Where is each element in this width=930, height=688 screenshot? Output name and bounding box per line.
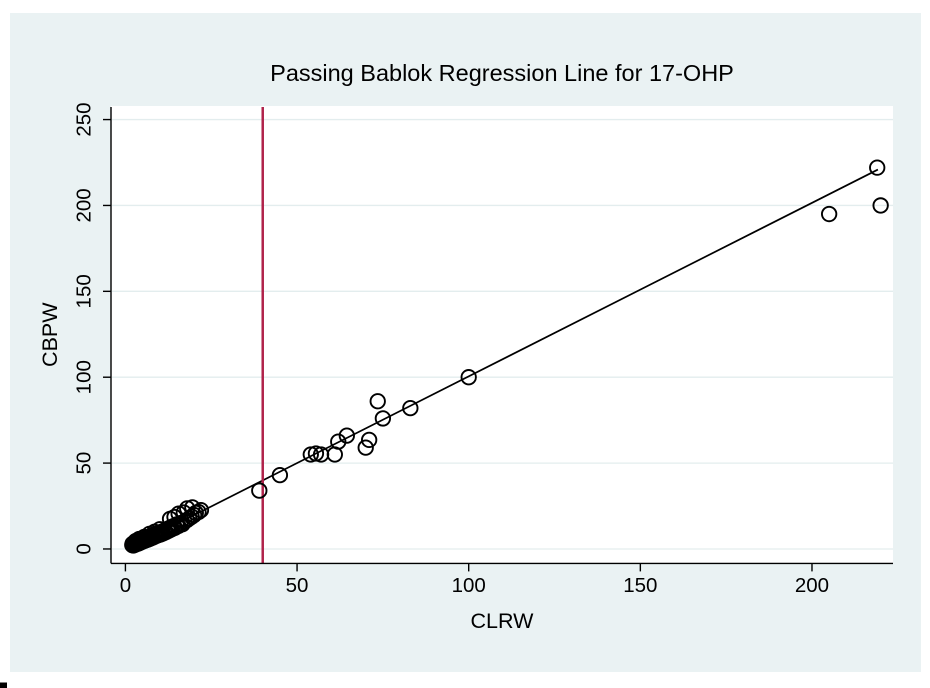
scatter-point — [192, 502, 210, 519]
x-tick-label-0: 0 — [120, 574, 131, 597]
y-tick-label-250: 250 — [73, 102, 96, 136]
scatter-point — [820, 205, 838, 223]
screen-artifact — [0, 682, 7, 688]
y-tick-label-200: 200 — [73, 188, 96, 222]
scatter-point — [127, 532, 144, 550]
gridlines — [112, 118, 893, 550]
scatter-point — [271, 466, 289, 484]
scatter-point — [402, 399, 419, 417]
x-tick-label-100: 100 — [452, 574, 486, 597]
y-axis-title: CBPW — [38, 302, 62, 367]
scatter-point — [460, 369, 477, 386]
scatter-point — [166, 508, 183, 526]
scatter-point — [872, 197, 889, 214]
scatter-point — [360, 431, 378, 449]
x-tick-label-50: 50 — [286, 574, 309, 597]
scatter-point — [869, 159, 886, 176]
plot-area — [111, 106, 893, 564]
scatter-points — [124, 159, 889, 554]
x-tick-label-200: 200 — [795, 574, 829, 597]
axes — [103, 107, 893, 572]
y-tick-label-150: 150 — [73, 274, 96, 308]
y-tick-label-50: 50 — [73, 452, 96, 475]
x-tick-label-150: 150 — [623, 574, 657, 597]
scatter-point — [369, 393, 386, 410]
scatter-point — [130, 530, 148, 548]
y-tick-label-0: 0 — [73, 543, 96, 554]
scatter-point — [338, 427, 355, 444]
scatter-point — [251, 482, 268, 499]
scatter-point — [374, 410, 392, 427]
tick-labels: 0 50 100 150 200 0 50 100 150 200 250 — [73, 102, 830, 597]
chart-title: Passing Bablok Regression Line for 17-OH… — [270, 60, 734, 86]
y-tick-label-100: 100 — [73, 360, 96, 394]
x-axis-title: CLRW — [471, 609, 535, 633]
scatter-point — [190, 503, 207, 521]
scatter-point — [357, 439, 374, 456]
scatter-point — [330, 433, 347, 450]
